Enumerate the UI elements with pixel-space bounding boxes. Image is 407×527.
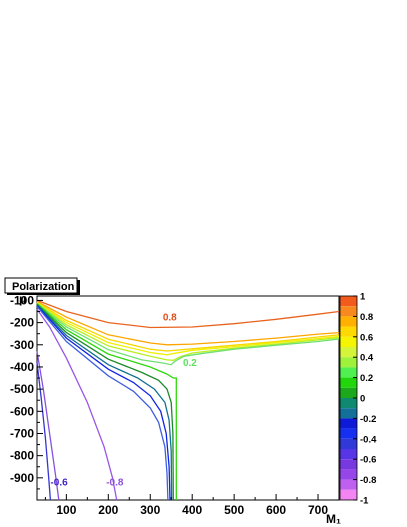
contour-line [36, 305, 169, 501]
colorbar-band [340, 306, 357, 317]
colorbar-band [340, 479, 357, 490]
contour-line [36, 303, 174, 501]
colorbar-band [340, 438, 357, 449]
y-tick-label: -100 [10, 293, 34, 307]
y-axis: -100 -200 -300 -400 -500 -600 -700 -800 -900 [10, 293, 43, 490]
y-tick-label: -700 [10, 426, 34, 440]
y-axis-label: μ [19, 292, 26, 306]
colorbar-band [340, 387, 357, 398]
colorbar: 1 0.8 0.6 0.4 0.2 0 -0.2 -0.4 -0.6 -0.8 -1 [339, 292, 377, 507]
contour-line [36, 300, 340, 346]
colorbar-band [340, 347, 357, 358]
contour-line [36, 304, 173, 501]
contour-line [36, 299, 340, 329]
contour-label: -0.6 [50, 478, 68, 489]
contour-line [36, 303, 177, 500]
colorbar-band [340, 489, 357, 500]
x-tick-label: 100 [56, 503, 76, 517]
colorbar-tick-label: -0.8 [360, 475, 376, 486]
x-tick-label: 300 [140, 503, 160, 517]
x-axis-label: M₁ [326, 512, 341, 526]
colorbar-tick-label: 0 [360, 394, 365, 405]
x-tick-label: 700 [308, 503, 328, 517]
colorbar-band [340, 316, 357, 327]
colorbar-band [340, 296, 357, 307]
y-tick-label: -500 [10, 382, 34, 396]
contour-line [36, 305, 171, 501]
contour-line [36, 301, 340, 352]
contour-line [36, 351, 60, 501]
colorbar-band [340, 408, 357, 419]
colorbar-tick-label: 0.4 [360, 353, 374, 364]
contour-line [36, 302, 340, 356]
colorbar-tick-label: 0.6 [360, 332, 373, 343]
y-tick-label: -300 [10, 338, 34, 352]
title-box: Polarization [4, 277, 80, 295]
x-tick-label: 400 [182, 503, 202, 517]
colorbar-tick-label: -0.2 [360, 414, 376, 425]
contour-label: -0.8 [106, 478, 124, 489]
contour-line [36, 362, 52, 501]
x-axis: 100 200 300 400 500 600 700 [44, 494, 340, 517]
x-tick-label: 500 [224, 503, 244, 517]
colorbar-tick-label: 0.2 [360, 373, 373, 384]
colorbar-band [340, 398, 357, 409]
colorbar-band [340, 357, 357, 368]
contour-lines [36, 299, 340, 501]
colorbar-tick-label: -0.6 [360, 455, 376, 466]
contour-label: 0.8 [163, 312, 177, 323]
colorbar-band [340, 377, 357, 388]
colorbar-tick-label: -1 [360, 496, 369, 507]
colorbar-band [340, 418, 357, 429]
y-tick-label: -800 [10, 449, 34, 463]
colorbar-tick-label: -0.4 [360, 434, 377, 445]
colorbar-tick-label: 1 [360, 292, 366, 303]
colorbar-band [340, 449, 357, 460]
contour-line [36, 308, 118, 501]
colorbar-band [340, 459, 357, 470]
contour-line [36, 302, 340, 361]
colorbar-band [340, 336, 357, 347]
contour-line [36, 302, 340, 366]
colorbar-tick-label: 0.8 [360, 312, 373, 323]
y-tick-label: -900 [10, 471, 34, 485]
x-tick-label: 600 [266, 503, 286, 517]
y-tick-label: -600 [10, 404, 34, 418]
colorbar-band [340, 469, 357, 480]
y-tick-label: -400 [10, 360, 34, 374]
colorbar-band [340, 367, 357, 378]
y-tick-label: -200 [10, 316, 34, 330]
contour-label: 0.2 [183, 358, 197, 369]
colorbar-band [340, 326, 357, 337]
contour-labels: 0.8 0.2 -0.6 -0.8 [50, 312, 197, 488]
chart-title: Polarization [12, 281, 75, 293]
colorbar-band [340, 428, 357, 439]
x-tick-label: 200 [98, 503, 118, 517]
